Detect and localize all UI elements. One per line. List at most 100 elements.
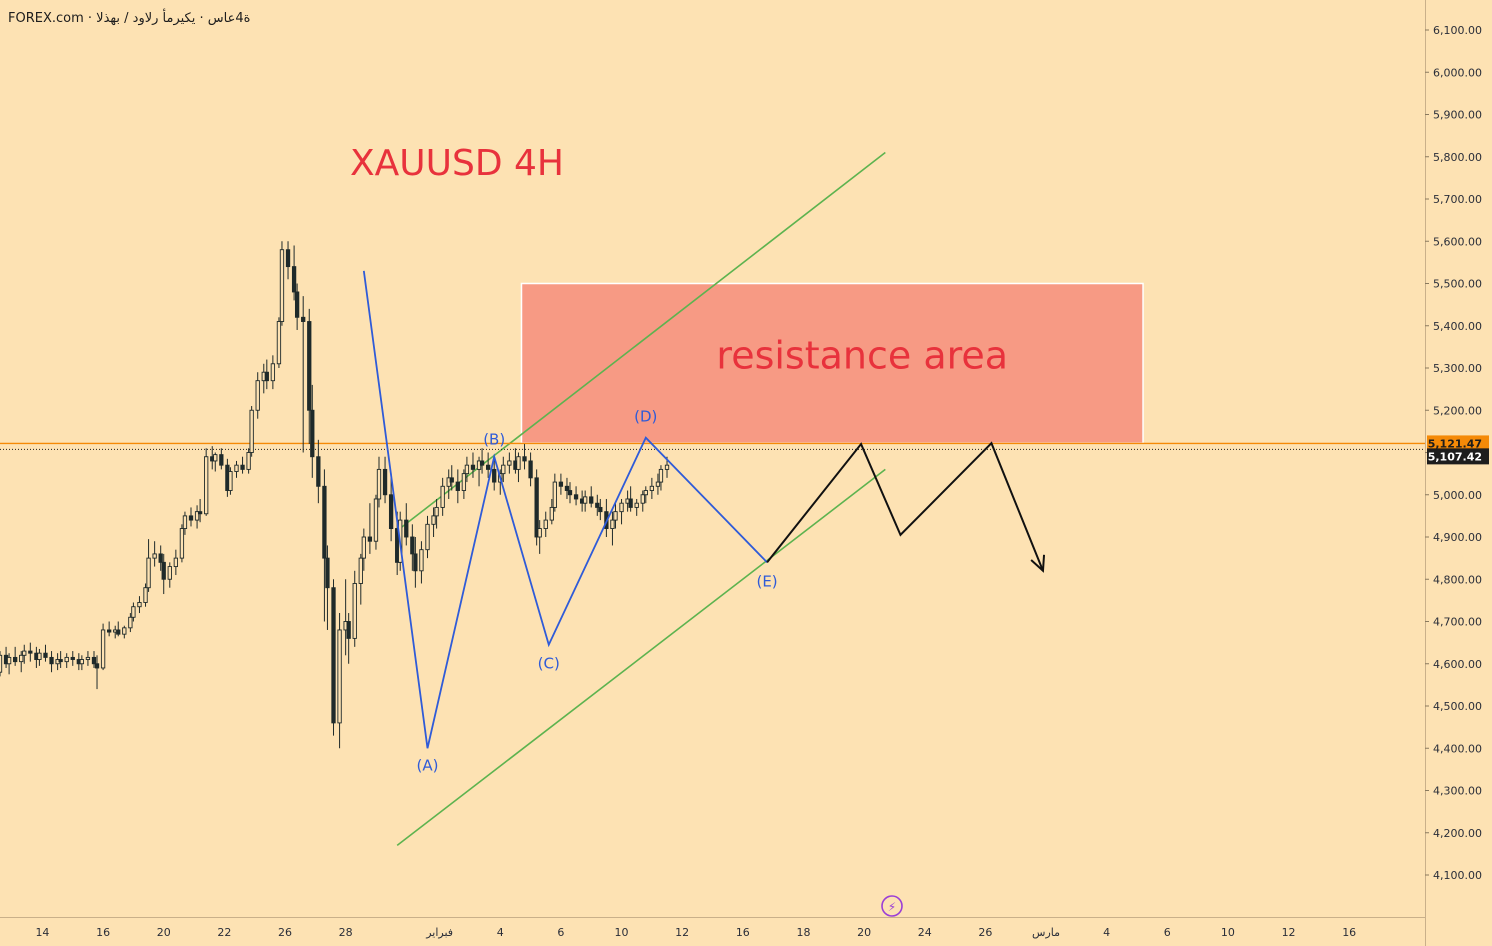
candle-body: [137, 602, 142, 608]
candle: [534, 469, 539, 546]
time-tick-label: 26: [978, 926, 992, 939]
candle-body: [655, 481, 661, 487]
candle-body: [6, 656, 12, 665]
candle: [567, 482, 573, 504]
candle-body: [431, 515, 436, 525]
candle: [479, 448, 485, 474]
candle-body: [658, 468, 664, 483]
candle: [58, 651, 63, 668]
candle-body: [291, 266, 297, 293]
candle: [49, 651, 54, 673]
candle: [628, 486, 633, 512]
candle: [310, 384, 315, 478]
candle-body: [204, 456, 209, 515]
candle: [404, 503, 409, 546]
time-tick-label: 12: [1282, 926, 1296, 939]
candle-body: [279, 249, 285, 322]
candle: [255, 372, 260, 419]
candle: [322, 469, 327, 622]
price-tick-label: 6,100.00: [1433, 24, 1482, 37]
candle: [100, 623, 106, 671]
candle: [167, 562, 172, 588]
price-tick-label: 5,400.00: [1433, 320, 1482, 333]
candle-body: [598, 506, 603, 513]
candle-body: [619, 502, 624, 513]
candle-body: [301, 316, 306, 322]
candle-body: [146, 557, 151, 589]
trend-channel-lower[interactable]: [396, 468, 886, 847]
candle-body: [131, 606, 136, 618]
time-tick-label: 6: [1164, 926, 1171, 939]
candle: [382, 456, 388, 504]
candle: [537, 520, 542, 554]
candle: [455, 469, 460, 504]
candle: [419, 541, 424, 584]
candle-body: [270, 363, 276, 382]
candle-body: [143, 587, 148, 603]
candle: [528, 452, 533, 487]
candle-body: [564, 485, 570, 491]
price-tick-label: 5,900.00: [1433, 109, 1482, 122]
price-tick-label: 5,500.00: [1433, 278, 1482, 291]
candle: [270, 355, 276, 390]
wave-label: (A): [417, 756, 439, 774]
price-tick-label: 5,300.00: [1433, 362, 1482, 375]
price-axis[interactable]: 6,100.00 6,000.00 5,900.00 5,800.00 5,700.00…: [1425, 24, 1489, 882]
candle: [440, 477, 445, 516]
candle: [598, 498, 603, 521]
candle: [131, 602, 136, 622]
candle: [583, 490, 588, 512]
candle-body: [106, 629, 112, 633]
event-lightning-icon[interactable]: ⚡: [881, 895, 903, 917]
time-tick-label: 18: [796, 926, 810, 939]
price-tick-label: 4,100.00: [1433, 869, 1482, 882]
time-tick-label: 22: [217, 926, 231, 939]
candle: [204, 448, 209, 516]
candle-body: [567, 490, 573, 496]
candle: [37, 648, 42, 666]
candle-body: [70, 656, 75, 660]
time-axis[interactable]: 14 16 20 22 26 28 فبراير 4 6 10 12 16 18 20 24 26 مارس 4 6…: [35, 926, 1356, 939]
last-price-tag-bg: [1427, 435, 1489, 452]
price-lines-layer: [0, 442, 1425, 450]
price-tick-label: 5,200.00: [1433, 404, 1482, 417]
candle-body: [234, 464, 239, 472]
candle-body: [122, 627, 127, 635]
candle: [182, 511, 188, 535]
candle-body: [628, 498, 633, 508]
candle-body: [85, 656, 91, 660]
candle-body: [470, 464, 476, 470]
candle: [179, 524, 185, 563]
time-tick-label: 4: [497, 926, 504, 939]
time-tick-label: 16: [736, 926, 750, 939]
time-tick-label: 10: [1221, 926, 1235, 939]
wave-path-line[interactable]: [362, 270, 768, 749]
candle: [361, 528, 366, 571]
candle: [619, 498, 624, 525]
price-tick-label: 5,600.00: [1433, 235, 1482, 248]
price-tick-label: 4,200.00: [1433, 827, 1482, 840]
candle-body: [346, 621, 351, 639]
time-tick-label: 20: [857, 926, 871, 939]
candle-body: [322, 485, 327, 559]
candle-body: [361, 536, 366, 559]
resistance-zone-layer: resistance area: [520, 282, 1144, 444]
candle: [485, 452, 491, 478]
candle: [294, 283, 300, 330]
candle: [501, 456, 506, 483]
candle: [291, 245, 297, 301]
candle: [28, 642, 33, 662]
candle-body: [179, 528, 185, 559]
resistance-zone-box[interactable]: [520, 282, 1144, 444]
time-tick-label: 16: [96, 926, 110, 939]
time-tick-label: فبراير: [425, 926, 453, 939]
projection-path-line[interactable]: [766, 441, 1044, 572]
candle-body: [461, 473, 467, 491]
projection-arrowhead: [1030, 554, 1046, 573]
candle-body: [173, 557, 179, 568]
candle-body: [573, 494, 579, 500]
candle-body: [449, 477, 454, 483]
candle-body: [213, 454, 218, 462]
